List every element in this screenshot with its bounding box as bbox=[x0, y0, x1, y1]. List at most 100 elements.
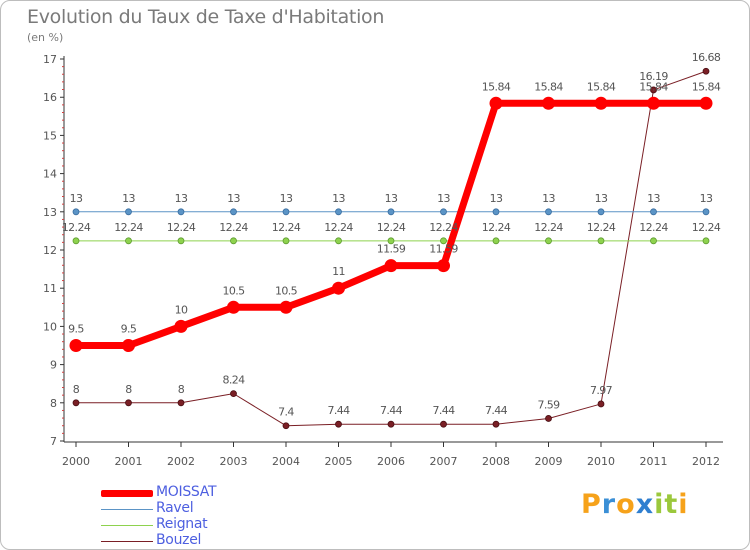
y-tick-label-13: 13 bbox=[43, 206, 57, 219]
data-label-bouzel-2005: 7.44 bbox=[327, 404, 350, 417]
point-ravel-2000 bbox=[72, 208, 80, 216]
data-label-bouzel-2011: 16.19 bbox=[639, 70, 668, 83]
point-ravel-2010 bbox=[597, 208, 605, 216]
legend-label-bouzel: Bouzel bbox=[156, 532, 202, 548]
point-moissat-2011 bbox=[647, 96, 660, 110]
data-label-ravel-2009: 13 bbox=[542, 192, 555, 205]
x-tick-label-2004: 2004 bbox=[272, 455, 300, 468]
x-tick-label-2008: 2008 bbox=[482, 455, 510, 468]
data-label-reignat-2006: 12.24 bbox=[377, 221, 406, 234]
data-label-bouzel-2004: 7.4 bbox=[278, 406, 294, 419]
data-label-moissat-2000: 9.5 bbox=[68, 323, 84, 336]
x-tick-label-2011: 2011 bbox=[640, 455, 668, 468]
x-tick-label-2000: 2000 bbox=[62, 455, 90, 468]
data-label-bouzel-2006: 7.44 bbox=[380, 404, 403, 417]
data-label-reignat-2005: 12.24 bbox=[324, 221, 353, 234]
data-label-reignat-2010: 12.24 bbox=[587, 221, 616, 234]
point-moissat-2008 bbox=[489, 96, 503, 110]
point-bouzel-2012 bbox=[702, 67, 710, 75]
proxiti-logo: Proxiti bbox=[581, 489, 689, 520]
data-label-moissat-2007: 11.59 bbox=[429, 243, 458, 256]
point-ravel-2008 bbox=[492, 208, 500, 216]
legend-swatch-reignat bbox=[101, 525, 153, 526]
point-ravel-2002 bbox=[177, 208, 185, 216]
data-label-moissat-2005: 11 bbox=[332, 265, 345, 278]
point-moissat-2006 bbox=[384, 259, 398, 273]
x-tick-label-2007: 2007 bbox=[430, 455, 458, 468]
legend-item-bouzel: Bouzel bbox=[101, 532, 301, 549]
data-label-ravel-2002: 13 bbox=[175, 192, 188, 205]
data-label-reignat-2012: 12.24 bbox=[692, 221, 721, 234]
point-bouzel-2001 bbox=[125, 399, 132, 407]
point-reignat-2000 bbox=[72, 237, 80, 245]
legend-item-moissat: MOISSAT bbox=[101, 484, 301, 501]
x-tick-label-2005: 2005 bbox=[325, 455, 353, 468]
chart-title: Evolution du Taux de Taxe d'Habitation bbox=[27, 6, 385, 28]
logo-letter: r bbox=[601, 489, 617, 520]
point-bouzel-2002 bbox=[177, 399, 185, 407]
data-label-moissat-2003: 10.5 bbox=[222, 284, 245, 297]
legend-swatch-bouzel bbox=[101, 541, 153, 542]
data-label-ravel-2007: 13 bbox=[437, 192, 450, 205]
legend-item-ravel: Ravel bbox=[101, 500, 301, 517]
point-reignat-2010 bbox=[597, 237, 605, 245]
data-label-reignat-2008: 12.24 bbox=[482, 221, 511, 234]
point-bouzel-2000 bbox=[72, 399, 80, 407]
data-label-reignat-2009: 12.24 bbox=[534, 221, 563, 234]
data-label-moissat-2009: 15.84 bbox=[534, 80, 563, 93]
y-tick-label-16: 16 bbox=[43, 91, 57, 104]
data-label-bouzel-2012: 16.68 bbox=[692, 51, 721, 64]
point-bouzel-2003 bbox=[230, 390, 237, 398]
y-tick-label-17: 17 bbox=[43, 53, 57, 66]
point-moissat-2004 bbox=[279, 300, 293, 314]
logo-letter: i bbox=[654, 489, 665, 520]
y-tick-label-15: 15 bbox=[43, 129, 57, 142]
data-label-reignat-2001: 12.24 bbox=[114, 221, 143, 234]
point-moissat-2002 bbox=[174, 319, 188, 333]
point-ravel-2006 bbox=[387, 208, 395, 216]
point-moissat-2010 bbox=[594, 96, 608, 110]
data-label-bouzel-2008: 7.44 bbox=[485, 404, 508, 417]
data-label-moissat-2006: 11.59 bbox=[377, 243, 406, 256]
data-label-moissat-2011: 15.84 bbox=[639, 80, 668, 93]
data-label-moissat-2008: 15.84 bbox=[482, 80, 511, 93]
point-bouzel-2004 bbox=[282, 422, 290, 430]
point-reignat-2008 bbox=[492, 237, 500, 245]
data-label-reignat-2002: 12.24 bbox=[167, 221, 196, 234]
y-tick-label-7: 7 bbox=[50, 435, 57, 448]
data-label-bouzel-2003: 8.24 bbox=[222, 374, 245, 387]
legend-swatch-ravel bbox=[101, 509, 153, 510]
data-label-ravel-2005: 13 bbox=[332, 192, 345, 205]
point-moissat-2001 bbox=[122, 339, 135, 352]
point-moissat-2005 bbox=[332, 281, 345, 295]
x-tick-label-2010: 2010 bbox=[587, 455, 615, 468]
data-label-ravel-2006: 13 bbox=[385, 192, 398, 205]
point-ravel-2011 bbox=[650, 208, 657, 216]
point-ravel-2009 bbox=[545, 208, 552, 216]
point-bouzel-2006 bbox=[387, 420, 395, 428]
data-label-moissat-2012: 15.84 bbox=[692, 80, 721, 93]
point-reignat-2004 bbox=[282, 237, 290, 245]
x-tick-label-2002: 2002 bbox=[167, 455, 195, 468]
logo-letter: x bbox=[635, 489, 655, 520]
y-tick-label-11: 11 bbox=[43, 282, 57, 295]
point-reignat-2012 bbox=[702, 237, 710, 245]
x-tick-label-2001: 2001 bbox=[115, 455, 143, 468]
x-tick-label-2012: 2012 bbox=[692, 455, 720, 468]
series-layer bbox=[69, 67, 713, 430]
data-labels: 8 8 88.247.4 7.44 7.44 7.44 7.44 7.597.9716.191… bbox=[62, 51, 722, 419]
y-tick-label-8: 8 bbox=[50, 397, 57, 410]
point-bouzel-2008 bbox=[492, 420, 500, 428]
data-label-ravel-2008: 13 bbox=[490, 192, 503, 205]
logo-letter: t bbox=[664, 489, 679, 520]
point-bouzel-2010 bbox=[597, 400, 605, 408]
x-tick-label-2006: 2006 bbox=[377, 455, 405, 468]
data-label-reignat-2011: 12.24 bbox=[639, 221, 668, 234]
x-tick-label-2009: 2009 bbox=[535, 455, 563, 468]
point-moissat-2000 bbox=[69, 339, 83, 352]
legend-swatch-moissat bbox=[101, 490, 153, 497]
axes: 7 8 9 10 11 12 13 14 15 16 17 2000 2001 2002 2003 2004 2… bbox=[43, 53, 723, 468]
point-reignat-2009 bbox=[545, 237, 552, 245]
legend-label-moissat: MOISSAT bbox=[156, 484, 217, 500]
